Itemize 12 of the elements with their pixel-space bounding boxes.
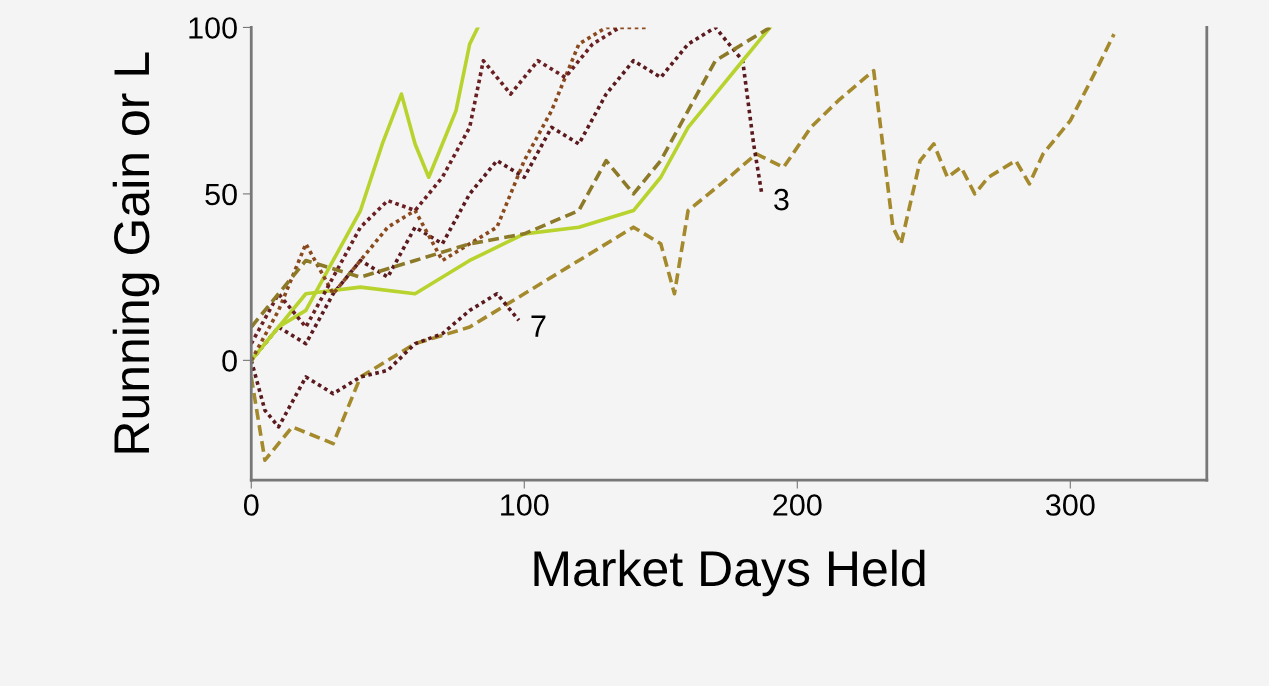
y-axis-title: Running Gain or L [112, 52, 160, 453]
annotation: 7 [531, 315, 546, 337]
y-tick-label: 0 [222, 350, 237, 372]
x-axis-title: Market Days Held [534, 549, 925, 597]
x-tick-label: 0 [243, 494, 259, 516]
x-tick-label: 100 [501, 494, 549, 516]
x-tick-label: 200 [773, 494, 822, 516]
x-tick-label: 300 [1045, 494, 1095, 516]
line-series [251, 32, 1116, 463]
y-tick-label: 50 [205, 183, 237, 206]
annotation: 3 [774, 188, 789, 211]
y-tick-label: 100 [189, 17, 237, 39]
